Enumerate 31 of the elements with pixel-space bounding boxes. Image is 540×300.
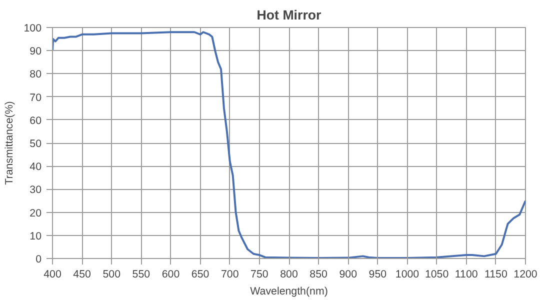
- y-tick-label: 10: [30, 230, 42, 242]
- x-tick-label: 1000: [395, 268, 420, 280]
- y-tick-label: 60: [30, 114, 42, 127]
- chart-title: Hot Mirror: [256, 8, 322, 22]
- x-tick-label: 750: [250, 268, 268, 280]
- y-tick-label: 80: [30, 68, 42, 81]
- x-tick-label: 1150: [484, 268, 508, 280]
- x-tick-label: 1100: [454, 268, 478, 280]
- y-tick-label: 20: [30, 207, 42, 220]
- x-tick-label: 850: [310, 268, 328, 280]
- y-axis-title: Transmittance(%): [4, 101, 16, 185]
- x-tick-label: 550: [132, 268, 150, 280]
- y-tick-label: 100: [24, 22, 42, 34]
- x-tick-label: 900: [339, 268, 358, 280]
- x-tick-label: 450: [73, 268, 92, 280]
- y-tick-label: 0: [36, 254, 42, 266]
- y-tick-label: 50: [30, 138, 42, 150]
- x-tick-label: 1050: [424, 268, 449, 280]
- x-tick-label: 650: [191, 268, 210, 280]
- y-tick-label: 70: [30, 92, 42, 104]
- x-tick-label: 950: [368, 268, 387, 280]
- x-tick-label: 800: [280, 268, 298, 280]
- y-tick-label: 30: [30, 184, 42, 196]
- x-tick-label: 400: [44, 268, 62, 280]
- x-tick-label: 1200: [514, 268, 538, 280]
- x-tick-label: 500: [102, 268, 121, 280]
- x-tick-label: 700: [220, 268, 239, 280]
- y-tick-label: 40: [30, 161, 42, 174]
- y-tick-label: 90: [30, 46, 42, 58]
- x-axis-title: Wavelength(nm): [250, 286, 328, 298]
- x-tick-label: 600: [162, 268, 180, 280]
